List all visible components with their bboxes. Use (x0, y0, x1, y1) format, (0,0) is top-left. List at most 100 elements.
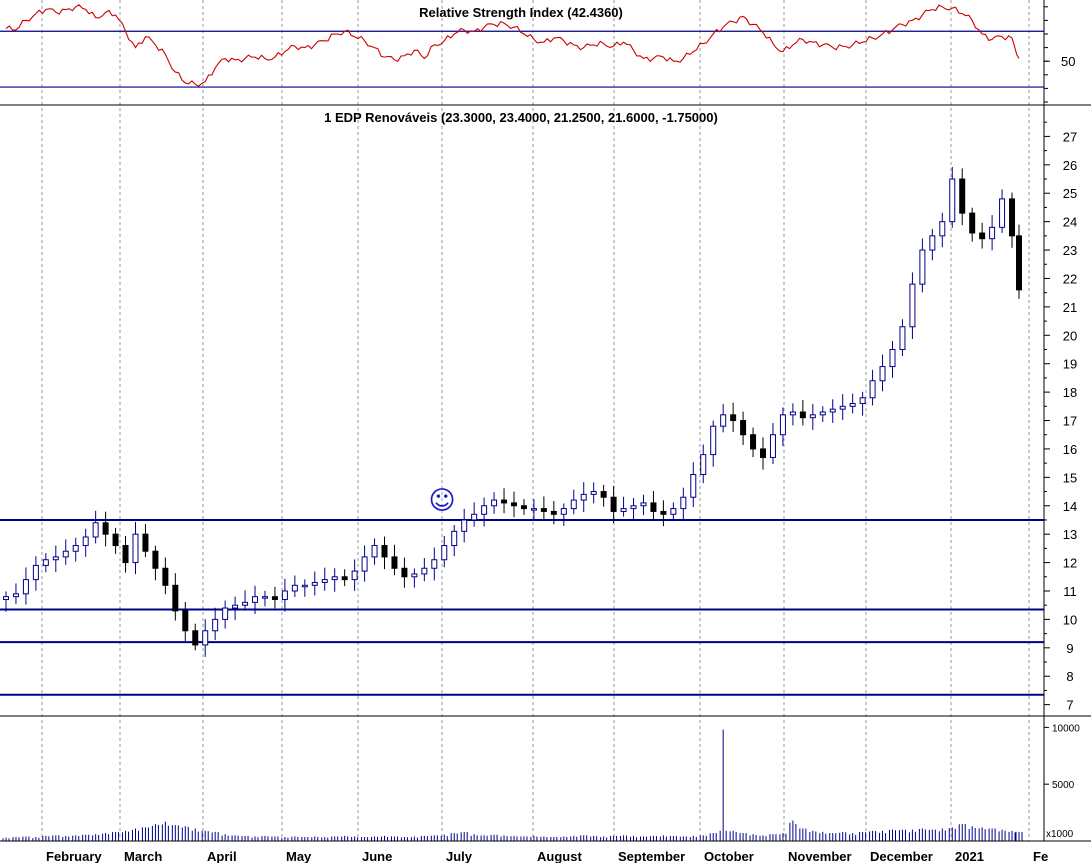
candle-body (929, 235, 936, 251)
candle-body (909, 283, 916, 328)
volume-unit-note: x1000 (1046, 829, 1074, 840)
month-label: August (537, 849, 582, 863)
price-tick-label: 23 (1063, 243, 1077, 258)
candle-body (829, 408, 836, 413)
price-candle (62, 539, 69, 565)
candle-body (261, 596, 268, 599)
price-candle (979, 222, 986, 249)
grid-layer (41, 0, 1030, 841)
price-candle (919, 238, 926, 293)
price-tick-label: 16 (1063, 442, 1077, 457)
candle-body (879, 366, 886, 382)
price-candle (620, 496, 627, 517)
price-candle (471, 502, 478, 527)
candle-body (610, 496, 617, 512)
price-candle (132, 521, 139, 575)
price-candle (112, 527, 119, 554)
candle-body (311, 581, 318, 586)
price-candle (909, 272, 916, 339)
candle-body (301, 584, 308, 588)
price-candle (680, 487, 687, 521)
price-candle (510, 491, 517, 518)
price-candle (381, 536, 388, 570)
candle-body (271, 596, 278, 601)
price-candle (570, 489, 577, 515)
candle-body (540, 508, 547, 512)
candle-body (899, 326, 906, 350)
price-candle (839, 394, 846, 421)
candle-body (441, 545, 448, 561)
price-candle (520, 499, 527, 515)
candle-body (212, 618, 219, 632)
price-candle (809, 403, 816, 430)
price-tick-label: 24 (1063, 215, 1077, 230)
candle-body (391, 556, 398, 569)
rsi-panel (5, 4, 1020, 87)
rsi-line (5, 4, 1020, 87)
candle-body (461, 519, 468, 532)
price-candle (929, 228, 936, 261)
price-candle (670, 502, 677, 520)
price-candle (989, 215, 996, 251)
price-candle (710, 420, 717, 467)
candle-body (590, 491, 597, 495)
candle-body (451, 530, 458, 547)
candle-body (690, 474, 697, 498)
candle-body (92, 522, 99, 538)
candle-body (112, 533, 119, 547)
price-candle (441, 536, 448, 568)
candle-body (919, 249, 926, 285)
price-candle (252, 585, 259, 615)
candle-body (252, 596, 259, 603)
price-tick-label: 12 (1063, 556, 1077, 571)
candle-body (700, 454, 707, 476)
candle-body (52, 556, 59, 561)
price-candle (789, 403, 796, 426)
volume-panel (2, 729, 1023, 841)
candle-body (660, 510, 667, 515)
candle-body (640, 502, 647, 507)
price-candle (690, 462, 697, 508)
price-candle (969, 207, 976, 242)
price-tick-label: 8 (1066, 669, 1073, 684)
candle-body (710, 425, 717, 456)
candle-body (62, 550, 69, 558)
smiley-icon: ☺ (428, 486, 455, 516)
candle-body (132, 533, 139, 564)
candle-body (620, 508, 627, 512)
candle-body (859, 397, 866, 404)
price-candle (182, 601, 189, 643)
candle-body (471, 513, 478, 521)
price-candle (212, 607, 219, 641)
candle-body (431, 559, 438, 569)
candle-body (979, 232, 986, 240)
month-label: June (362, 849, 392, 863)
price-tick-label: 25 (1063, 186, 1077, 201)
price-candle (999, 189, 1006, 233)
price-candle (560, 503, 567, 526)
candle-body (580, 493, 587, 501)
candle-body (142, 533, 149, 552)
candle-body (12, 593, 19, 598)
price-candle (321, 567, 328, 591)
candle-body (281, 590, 288, 601)
candle-body (670, 508, 677, 515)
month-label: December (870, 849, 933, 863)
candle-body (361, 556, 368, 572)
candle-body (550, 510, 557, 515)
price-candle (192, 623, 199, 651)
candle-body (530, 508, 537, 511)
price-candle (72, 537, 79, 562)
price-tick-label: 21 (1063, 300, 1077, 315)
price-candle (42, 553, 49, 573)
price-candle (769, 423, 776, 465)
price-candle (331, 568, 338, 592)
candle-body (869, 380, 876, 399)
price-candle (540, 496, 547, 520)
price-candle (122, 535, 129, 573)
price-title: 1 EDP Renováveis (23.3000, 23.4000, 21.2… (324, 110, 718, 125)
price-candle (52, 545, 59, 572)
rsi-title: Relative Strength Index (42.4360) (419, 5, 623, 20)
price-candle (222, 600, 229, 629)
price-tick-label: 22 (1063, 271, 1077, 286)
